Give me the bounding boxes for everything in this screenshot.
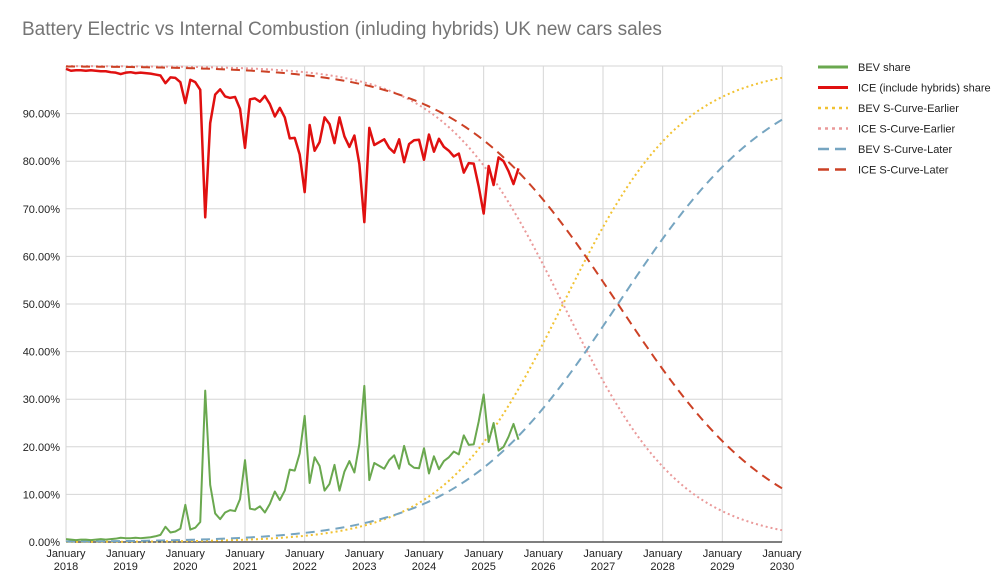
x-tick-year: 2021 [233,561,257,573]
y-tick-label: 30.00% [23,394,61,406]
x-tick-month: January [643,548,683,560]
series-line-bev-share [65,384,520,542]
legend-label-ice-s-curve-later: ICE S-Curve-Later [858,165,949,177]
series-line-bev-s-curve-later [65,118,783,543]
legend-label-bev-s-curve-earlier: BEV S-Curve-Earlier [858,103,959,115]
x-tick-month: January [524,548,564,560]
x-tick-year: 2030 [770,561,794,573]
y-tick-label: 70.00% [23,204,61,216]
x-tick-year: 2027 [591,561,615,573]
chart-title: Battery Electric vs Internal Combustion … [22,19,662,40]
x-tick-month: January [106,548,146,560]
x-tick-month: January [285,548,325,560]
x-tick-year: 2022 [292,561,316,573]
x-tick-month: January [464,548,504,560]
x-tick-month: January [46,548,86,560]
legend: BEV share ICE (include hybrids) share BEV … [818,62,991,177]
x-tick-month: January [762,548,802,560]
axes: 0.00% 10.00% 20.00% 30.00% 40.00% 50.00% 60.00… [23,109,802,573]
x-tick-year: 2025 [471,561,495,573]
y-tick-label: 40.00% [23,347,61,359]
x-tick-year: 2028 [650,561,674,573]
x-tick-month: January [404,548,444,560]
x-tick-month: January [225,548,265,560]
y-tick-label: 60.00% [23,251,61,263]
y-tick-label: 80.00% [23,156,61,168]
legend-label-bev-share: BEV share [858,62,911,74]
legend-label-bev-s-curve-later: BEV S-Curve-Later [858,144,952,156]
series-lines [65,65,783,543]
series-line-ice-s-curve-later [65,65,783,490]
x-tick-year: 2019 [113,561,137,573]
x-tick-year: 2029 [710,561,734,573]
y-tick-label: 0.00% [29,537,60,549]
x-tick-month: January [703,548,743,560]
x-tick-month: January [166,548,206,560]
x-tick-year: 2020 [173,561,197,573]
y-tick-label: 10.00% [23,489,61,501]
legend-label-ice-s-curve-earlier: ICE S-Curve-Earlier [858,124,956,136]
x-tick-month: January [345,548,385,560]
x-tick-year: 2024 [412,561,436,573]
x-tick-year: 2026 [531,561,555,573]
x-tick-year: 2023 [352,561,376,573]
gridlines [65,65,783,542]
x-tick-month: January [583,548,623,560]
y-tick-label: 20.00% [23,442,61,454]
series-line-ice-include-hybrids-share [65,67,520,224]
y-tick-label: 50.00% [23,299,61,311]
legend-label-ice-include-hybrids-share: ICE (include hybrids) share [858,83,991,95]
y-tick-label: 90.00% [23,109,61,121]
x-tick-year: 2018 [54,561,78,573]
